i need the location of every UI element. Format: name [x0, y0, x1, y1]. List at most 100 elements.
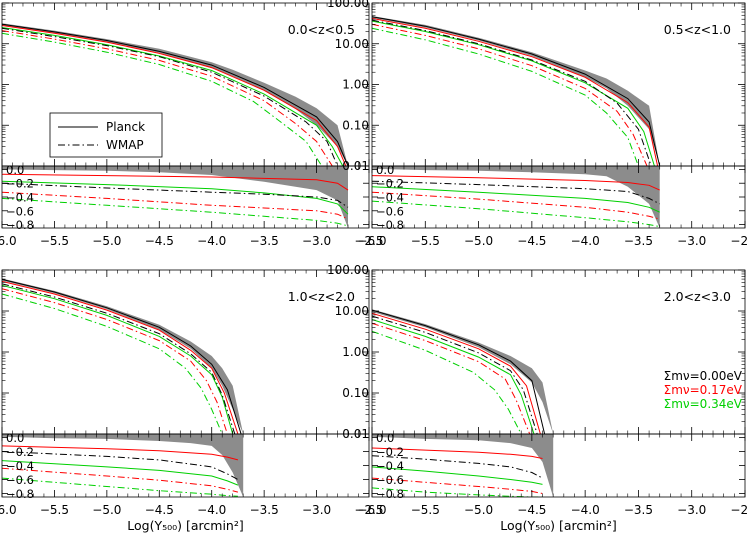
series-line-1: [372, 309, 546, 434]
x-tick-label: −4.5: [145, 234, 174, 248]
legend-label: WMAP: [106, 138, 144, 152]
ratio-series-line-3: [2, 451, 239, 480]
ratio-series-line-1: [2, 445, 239, 461]
ratio-series-line-1: [372, 447, 543, 459]
ratio-y-tick-label: −0.6: [6, 204, 34, 218]
ratio-series-line-5: [2, 197, 349, 227]
y-tick-label: 1.00: [342, 345, 369, 359]
series-line-3: [2, 27, 344, 166]
ratio-y-tick-label: 0.0: [376, 431, 394, 445]
ratio-plot-area: [2, 434, 244, 497]
main-plot-area: [372, 309, 554, 434]
redshift-annotation: 1.0<z<2.0: [288, 289, 355, 304]
ratio-y-tick-label: −0.4: [376, 191, 404, 205]
panel-1: 0.01 0.10 1.00 10.00 100.00 0.0−0.2−0.4−0.6−0…: [0, 2, 384, 248]
ratio-y-tick-label: −0.6: [6, 473, 34, 487]
series-line-2: [2, 280, 239, 434]
legend-label: Planck: [106, 120, 145, 134]
ratio-series-line-3: [372, 455, 543, 479]
x-tick-label: −3.0: [302, 503, 331, 517]
ratio-plot-area: [372, 434, 554, 497]
ratio-plot-area: [2, 166, 349, 228]
x-tick-label: −4.0: [571, 503, 600, 517]
ratio-series-line-2: [372, 186, 660, 213]
x-tick-label: −3.5: [624, 234, 653, 248]
series-line-3: [372, 319, 535, 434]
ratio-y-tick-label: −0.6: [376, 204, 404, 218]
series-line-3: [372, 20, 655, 166]
series-line-4: [372, 315, 538, 434]
ratio-series-line-4: [2, 191, 349, 220]
y-tick-label: 10.00: [335, 304, 369, 318]
x-tick-label: −5.5: [40, 503, 69, 517]
redshift-annotation: 0.5<z<1.0: [664, 22, 731, 37]
x-tick-label: −6.0: [357, 503, 386, 517]
y-tick-label: 0.10: [342, 386, 369, 400]
x-tick-label: −3.5: [250, 234, 279, 248]
y-tick-label: 0.01: [342, 427, 369, 441]
redshift-annotation: 0.0<z<0.5: [288, 22, 355, 37]
ratio-y-tick-label: −0.2: [376, 177, 404, 191]
ratio-uncertainty-band: [372, 166, 660, 228]
x-tick-label: −2.5: [730, 503, 747, 517]
ratio-frame: [371, 433, 746, 498]
x-tick-label: −3.0: [677, 234, 706, 248]
ratio-y-tick-label: −0.8: [6, 487, 34, 501]
x-tick-label: −4.5: [517, 503, 546, 517]
x-tick-label: −5.0: [92, 234, 121, 248]
series-line-6: [372, 27, 639, 166]
ratio-series-line-1: [2, 173, 349, 191]
uncertainty-band: [372, 16, 660, 166]
series-line-5: [2, 30, 333, 166]
uncertainty-band: [2, 23, 348, 166]
x-tick-label: −6.0: [357, 234, 386, 248]
legend-box: [49, 112, 163, 158]
legend-label: Σmν=0.34eV: [664, 397, 743, 411]
panel-4: 0.01 0.10 1.00 10.00 100.00 0.0−0.2−0.4−0.6−0…: [327, 263, 747, 533]
x-axis-label: Log(Y₅₀₀) [arcmin²]: [127, 518, 243, 533]
legend-label: Σmν=0.00eV: [664, 369, 743, 383]
ratio-y-tick-label: 0.0: [376, 163, 394, 177]
y-tick-label: 10.00: [335, 37, 369, 51]
x-tick-label: −3.0: [677, 503, 706, 517]
series-line-6: [372, 330, 522, 434]
ratio-y-tick-label: −0.8: [376, 487, 404, 501]
ratio-series-line-3: [372, 180, 660, 205]
main-plot-area: [2, 278, 244, 434]
legend-cosmology: Planck WMAP: [49, 112, 163, 158]
ratio-y-tick-label: −0.4: [6, 459, 34, 473]
ratio-uncertainty-band: [2, 434, 244, 497]
y-tick-label: 100.00: [327, 263, 369, 277]
ratio-y-tick-label: −0.8: [6, 218, 34, 232]
ratio-series-line-3: [2, 182, 349, 208]
ratio-y-tick-label: −0.2: [6, 177, 34, 191]
x-tick-label: −6.0: [0, 503, 17, 517]
ratio-series-line-2: [2, 180, 349, 215]
ratio-y-tick-label: −0.4: [376, 459, 404, 473]
series-line-2: [372, 17, 659, 166]
series-line-3: [2, 284, 234, 434]
x-tick-label: −5.0: [92, 503, 121, 517]
x-tick-label: −4.0: [197, 503, 226, 517]
series-line-1: [2, 278, 242, 434]
ratio-plot-area: [372, 166, 660, 228]
series-line-4: [2, 283, 236, 434]
series-line-5: [2, 288, 228, 434]
ratio-series-line-2: [372, 466, 543, 485]
x-tick-label: −2.5: [354, 234, 383, 248]
main-plot-area: [2, 23, 349, 166]
ratio-series-line-5: [372, 200, 660, 228]
panel-2: 0.01 0.10 1.00 10.00 100.00 0.0−0.2−0.4−0.6−0…: [327, 0, 747, 248]
x-tick-label: −5.5: [411, 234, 440, 248]
ratio-frame: [1, 433, 370, 498]
series-line-1: [2, 23, 349, 166]
redshift-annotation: 2.0<z<3.0: [664, 289, 731, 304]
ratio-series-line-5: [372, 487, 543, 497]
ratio-uncertainty-band: [2, 166, 348, 228]
x-tick-label: −2.5: [354, 503, 383, 517]
panel-3: 0.010.101.0010.00100.000.0−0.2−0.4−0.6−0…: [0, 269, 384, 533]
x-tick-label: −2.5: [730, 234, 747, 248]
ratio-series-line-4: [372, 191, 660, 220]
x-tick-label: −4.5: [517, 234, 546, 248]
